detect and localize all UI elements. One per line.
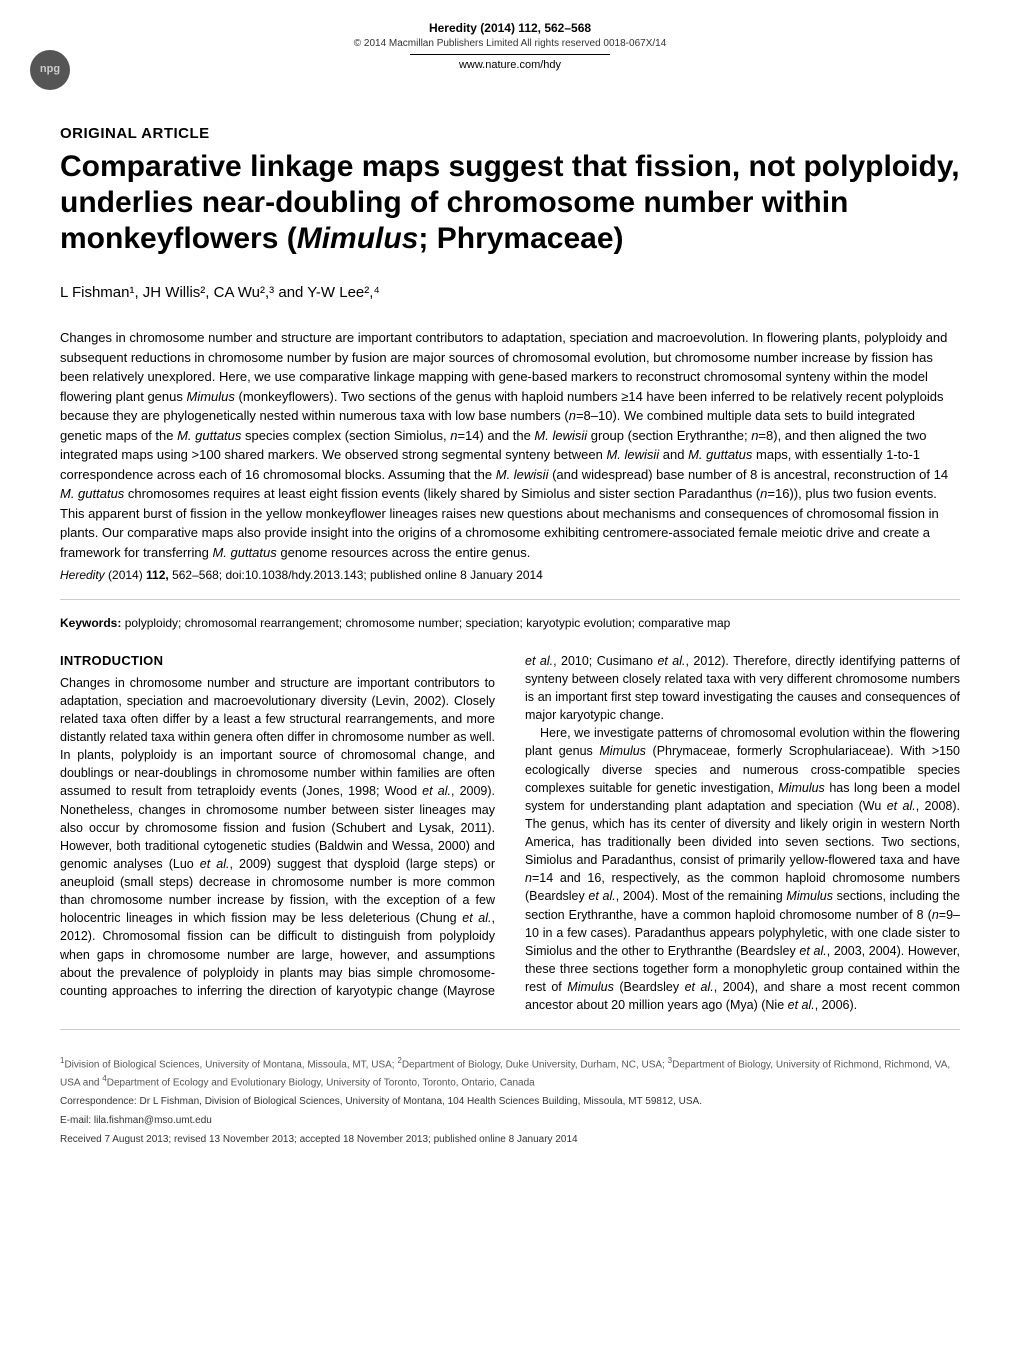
article-type: ORIGINAL ARTICLE [60,123,960,144]
page-header: npg Heredity (2014) 112, 562–568 © 2014 … [0,0,1020,83]
introduction-columns: INTRODUCTION Changes in chromosome numbe… [60,652,960,1015]
header-divider [410,54,610,55]
correspondence-line: Correspondence: Dr L Fishman, Division o… [60,1095,960,1109]
received-line: Received 7 August 2013; revised 13 Novem… [60,1133,960,1147]
badge-text: npg [40,62,60,77]
citation-line: Heredity (2014) 112, 562–568; doi:10.103… [60,567,960,584]
keywords-label: Keywords: [60,616,121,630]
affiliations: 1Division of Biological Sciences, Univer… [60,1055,960,1090]
copyright-text: © 2014 Macmillan Publishers Limited All … [60,37,960,51]
abstract-text: Changes in chromosome number and structu… [60,328,960,562]
journal-reference: Heredity (2014) 112, 562–568 [60,20,960,37]
publisher-badge: npg [30,50,70,90]
website-url: www.nature.com/hdy [60,58,960,73]
footer-separator [60,1029,960,1030]
introduction-heading: INTRODUCTION [60,652,495,671]
separator-line [60,599,960,600]
intro-paragraph-2: Here, we investigate patterns of chromos… [525,724,960,1014]
keywords-text: polyploidy; chromosomal rearrangement; c… [121,616,730,630]
author-list: L Fishman¹, JH Willis², CA Wu²,³ and Y-W… [60,282,960,303]
article-body: ORIGINAL ARTICLE Comparative linkage map… [0,83,1020,1177]
email-line: E-mail: lila.fishman@mso.umt.edu [60,1114,960,1128]
article-title: Comparative linkage maps suggest that fi… [60,149,960,257]
keywords-block: Keywords: polyploidy; chromosomal rearra… [60,615,960,632]
